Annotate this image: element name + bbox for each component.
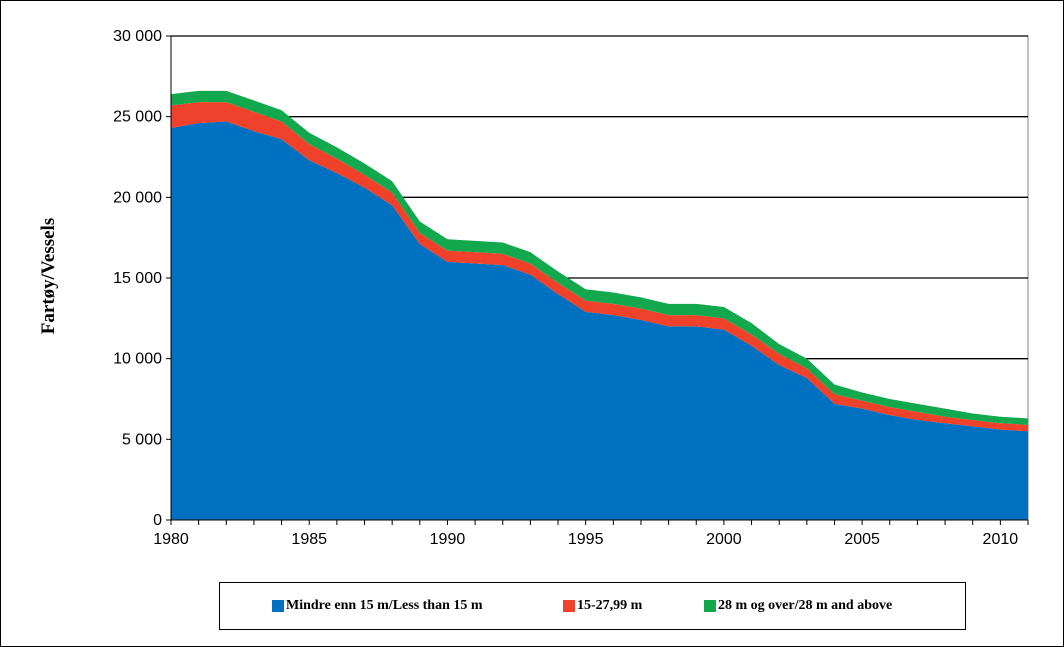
axes: 0 5 000 10 000 15 000 20 000 25 000 30 000 1980…	[113, 28, 1029, 548]
x-tick-label: 1980	[153, 531, 189, 548]
x-tick-label: 1985	[291, 531, 327, 548]
legend-swatch-15-to-27m	[563, 600, 575, 612]
y-axis-title: Fartøy/Vessels	[38, 218, 59, 334]
x-tick-label: 1995	[568, 531, 604, 548]
x-tick-label: 1990	[430, 531, 466, 548]
y-tick-label: 15 000	[113, 270, 162, 287]
legend-label-28m-and-above: 28 m og over/28 m and above	[718, 598, 893, 613]
x-tick-label: 2010	[983, 531, 1019, 548]
legend: Mindre enn 15 m/Less than 15 m 15-27,99 …	[219, 582, 966, 630]
y-tick-label: 30 000	[113, 28, 162, 45]
legend-swatch-28m-and-above	[704, 600, 716, 612]
x-tick-label: 2000	[706, 531, 742, 548]
y-tick-label: 0	[153, 512, 162, 529]
legend-label-15-to-27m: 15-27,99 m	[577, 598, 643, 613]
x-tick-label: 2005	[844, 531, 880, 548]
legend-item-28m-and-above: 28 m og over/28 m and above	[704, 598, 892, 614]
y-tick-label: 25 000	[113, 109, 162, 126]
legend-item-less-than-15m: Mindre enn 15 m/Less than 15 m	[272, 598, 483, 614]
y-tick-label: 20 000	[113, 189, 162, 206]
legend-label-less-than-15m: Mindre enn 15 m/Less than 15 m	[286, 598, 483, 613]
legend-item-15-to-27m: 15-27,99 m	[563, 598, 642, 614]
stacked-areas	[171, 90, 1028, 521]
legend-swatch-less-than-15m	[272, 600, 284, 612]
area-series-0	[171, 121, 1028, 521]
y-tick-label: 5 000	[122, 431, 162, 448]
y-tick-label: 10 000	[113, 351, 162, 368]
